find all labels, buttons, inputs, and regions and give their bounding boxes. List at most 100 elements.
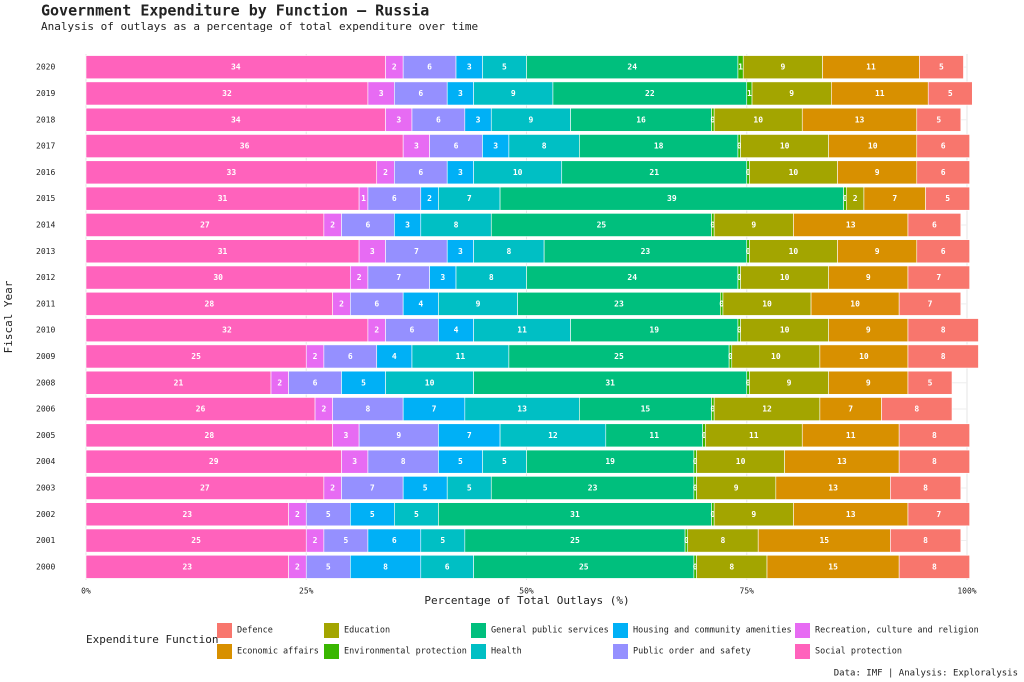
data-label: 2 xyxy=(853,194,858,203)
data-label: 13 xyxy=(846,510,856,519)
data-label: 0 xyxy=(746,168,751,177)
data-label: 0 xyxy=(693,483,698,492)
y-tick-label: 2008 xyxy=(36,378,55,387)
x-tick-label: 100% xyxy=(957,587,976,596)
data-label: 7 xyxy=(936,510,941,519)
data-label: 10 xyxy=(753,115,763,124)
data-label: 9 xyxy=(751,220,756,229)
bar-segment xyxy=(916,134,970,158)
data-label: 10 xyxy=(780,273,790,282)
y-tick-label: 2003 xyxy=(36,483,55,492)
bar-segment xyxy=(907,213,962,237)
data-label: 11 xyxy=(875,89,885,98)
data-label: 5 xyxy=(502,63,507,72)
data-label: 30 xyxy=(213,273,223,282)
data-label: 6 xyxy=(427,63,432,72)
legend-label: Social protection xyxy=(815,647,902,657)
data-label: 9 xyxy=(511,89,516,98)
legend-key xyxy=(217,623,232,638)
data-label: 0 xyxy=(710,115,715,124)
data-label: 3 xyxy=(458,247,463,256)
data-label: 8 xyxy=(721,536,726,545)
data-label: 6 xyxy=(932,220,937,229)
data-label: 7 xyxy=(467,194,472,203)
data-label: 10 xyxy=(762,299,772,308)
data-label: 5 xyxy=(423,483,428,492)
legend-label: Health xyxy=(491,647,522,657)
data-label: 10 xyxy=(868,142,878,151)
y-tick-label: 2010 xyxy=(36,326,55,335)
data-label: 10 xyxy=(513,168,523,177)
data-label: 9 xyxy=(875,247,880,256)
data-label: 3 xyxy=(396,115,401,124)
data-label: 2 xyxy=(383,168,388,177)
legend-key xyxy=(613,623,628,638)
y-tick-label: 2006 xyxy=(36,405,55,414)
bar-segment xyxy=(890,528,962,553)
legend-title: Expenditure Function xyxy=(86,633,218,646)
bar-segment xyxy=(919,55,964,80)
data-label: 2 xyxy=(295,510,300,519)
data-label: 6 xyxy=(941,142,946,151)
data-label: 0 xyxy=(746,378,751,387)
data-label: 6 xyxy=(392,536,397,545)
data-label: 22 xyxy=(645,89,655,98)
data-label: 0 xyxy=(693,562,698,571)
data-label: 0 xyxy=(702,431,707,440)
data-label: 4 xyxy=(392,352,397,361)
x-tick-label: 25% xyxy=(299,587,314,596)
data-label: 21 xyxy=(174,378,184,387)
x-tick-label: 50% xyxy=(519,587,534,596)
data-label: 31 xyxy=(605,378,615,387)
data-label: 6 xyxy=(436,115,441,124)
y-tick-label: 2004 xyxy=(36,457,55,466)
data-label: 12 xyxy=(548,431,558,440)
legend-label: Environmental protection xyxy=(344,647,467,657)
data-label: 33 xyxy=(227,168,237,177)
data-label: 2 xyxy=(427,194,432,203)
data-label: 8 xyxy=(489,273,494,282)
data-label: 2 xyxy=(313,352,318,361)
data-label: 4 xyxy=(418,299,423,308)
data-label: 0 xyxy=(684,536,689,545)
data-label: 11 xyxy=(846,431,856,440)
data-label: 8 xyxy=(941,326,946,335)
data-label: 5 xyxy=(458,457,463,466)
data-label: 15 xyxy=(641,405,651,414)
data-label: 0 xyxy=(710,510,715,519)
data-label: 9 xyxy=(528,115,533,124)
data-label: 5 xyxy=(928,378,933,387)
data-label: 5 xyxy=(326,510,331,519)
data-label: 26 xyxy=(196,405,206,414)
data-label: 9 xyxy=(866,273,871,282)
legend-key xyxy=(795,623,810,638)
data-label: 2 xyxy=(330,220,335,229)
data-label: 23 xyxy=(182,562,192,571)
bar-segment xyxy=(927,81,973,106)
data-label: 5 xyxy=(502,457,507,466)
data-label: 7 xyxy=(936,273,941,282)
y-tick-label: 2018 xyxy=(36,115,55,124)
data-label: 23 xyxy=(588,483,598,492)
data-label: 23 xyxy=(182,510,192,519)
caption: Data: IMF | Analysis: Exploralysis xyxy=(834,669,1018,679)
data-label: 9 xyxy=(866,326,871,335)
bar-segment xyxy=(925,186,970,211)
y-tick-label: 2009 xyxy=(36,352,55,361)
data-label: 7 xyxy=(370,483,375,492)
data-label: 5 xyxy=(414,510,419,519)
x-axis-title: Percentage of Total Outlays (%) xyxy=(424,594,629,607)
data-label: 27 xyxy=(200,220,210,229)
data-label: 11 xyxy=(649,431,659,440)
data-label: 2 xyxy=(330,483,335,492)
x-tick-label: 75% xyxy=(740,587,755,596)
data-label: 0 xyxy=(746,247,751,256)
data-label: 10 xyxy=(780,142,790,151)
data-label: 8 xyxy=(454,220,459,229)
data-label: 27 xyxy=(200,483,210,492)
data-label: 9 xyxy=(789,89,794,98)
data-label: 25 xyxy=(191,536,201,545)
data-label: 32 xyxy=(222,89,232,98)
data-label: 6 xyxy=(941,168,946,177)
